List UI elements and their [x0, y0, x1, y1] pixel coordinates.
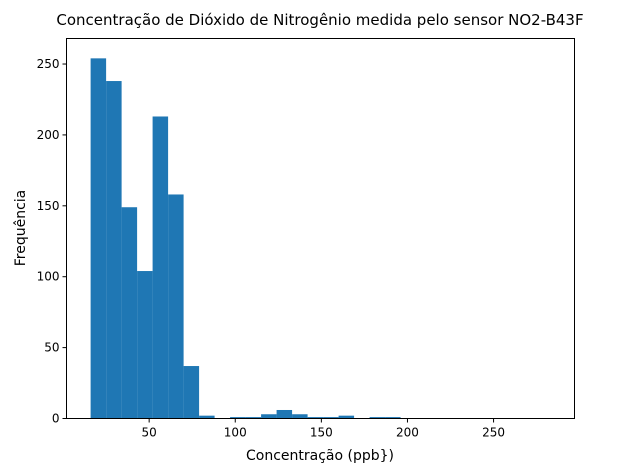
histogram-bar [168, 194, 184, 419]
x-axis-ticks: 50 100 150 200 250 [142, 418, 505, 440]
y-tick-label: 250 [37, 57, 60, 71]
bars-group [90, 58, 401, 419]
chart-title: Concentração de Dióxido de Nitrogênio me… [56, 11, 583, 29]
x-tick-label: 200 [396, 426, 419, 440]
y-tick-label: 50 [44, 341, 59, 355]
histogram-bar [199, 415, 215, 419]
y-axis-ticks: 0 50 100 150 200 250 [37, 57, 67, 426]
y-tick-label: 100 [37, 270, 60, 284]
histogram-bar [307, 417, 324, 419]
histogram-bar [385, 417, 401, 419]
histogram-bar [292, 414, 308, 419]
x-tick-label: 150 [310, 426, 333, 440]
y-tick-label: 200 [37, 128, 60, 142]
histogram-bar [183, 366, 200, 419]
histogram-bar [276, 409, 293, 419]
y-axis-label: Frequência [13, 190, 29, 267]
y-tick-label: 150 [37, 199, 60, 213]
x-tick-label: 100 [224, 426, 247, 440]
histogram-bar [152, 116, 169, 419]
histogram-bar [90, 58, 107, 419]
y-tick-label: 0 [52, 412, 60, 426]
histogram-bar [106, 81, 122, 419]
histogram-bar [261, 414, 277, 419]
histogram-bar [323, 417, 339, 419]
histogram-bar [137, 271, 153, 419]
histogram-bar [230, 417, 246, 419]
x-axis-label: Concentração (ppb}) [246, 448, 394, 464]
histogram-bar [338, 415, 355, 419]
histogram-bar [369, 417, 386, 419]
x-tick-label: 250 [482, 426, 505, 440]
plot-frame [66, 38, 575, 419]
x-tick-label: 50 [142, 426, 157, 440]
histogram-bar [245, 417, 262, 419]
histogram-bar [121, 207, 138, 419]
